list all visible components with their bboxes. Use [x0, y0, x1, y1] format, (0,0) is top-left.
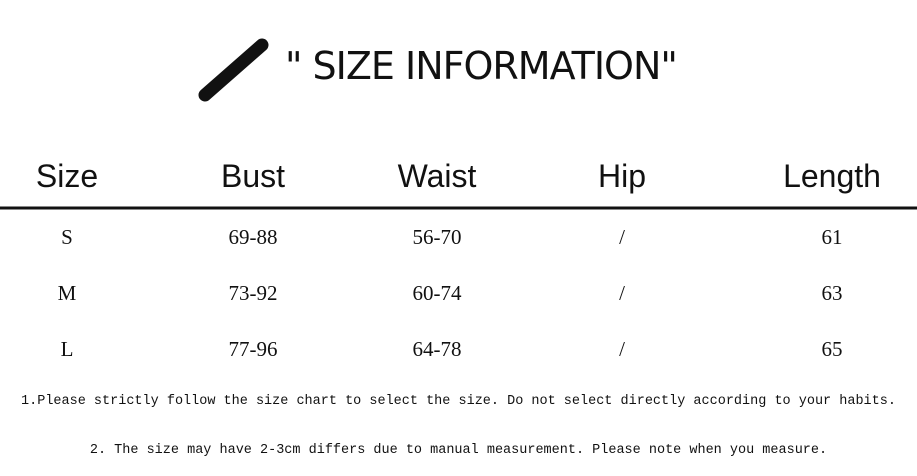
table-cell: 61 [821, 225, 843, 249]
table-cell: 63 [821, 281, 843, 305]
column-header: Bust [220, 158, 286, 194]
table-cell: S [61, 225, 73, 249]
table-cell: / [619, 281, 625, 305]
note: 1.Please strictly follow the size chart … [21, 394, 896, 409]
table-cell: / [619, 225, 625, 249]
column-header: Size [35, 158, 99, 194]
column-header: Waist [397, 158, 477, 194]
column-header: Length [783, 158, 881, 194]
note: 2. The size may have 2-3cm differs due t… [89, 443, 828, 458]
table-cell: 73-92 [228, 281, 278, 305]
column-header: Hip [597, 158, 647, 194]
table-cell: 77-96 [228, 337, 278, 361]
table-cell: 65 [821, 337, 843, 361]
title: " SIZE INFORMATION" [285, 44, 678, 88]
table-cell: 60-74 [412, 281, 462, 305]
table-cell: / [619, 337, 625, 361]
table-cell: M [57, 281, 77, 305]
table-cell: L [60, 337, 74, 361]
table-cell: 56-70 [412, 225, 462, 249]
slash-icon [198, 38, 269, 102]
table-cell: 64-78 [412, 337, 462, 361]
table-cell: 69-88 [228, 225, 278, 249]
